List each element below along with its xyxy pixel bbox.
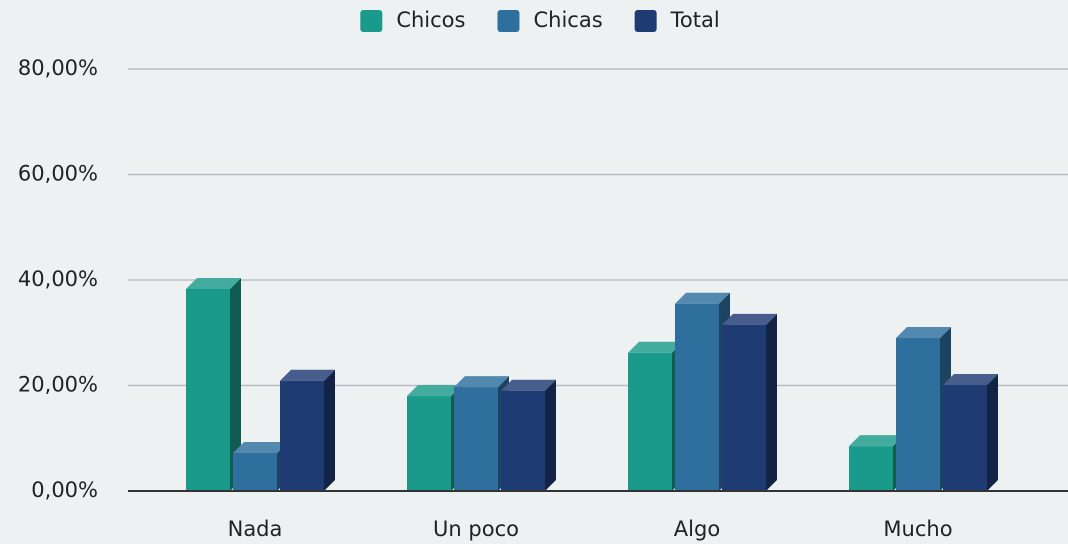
bar-top (849, 435, 904, 447)
y-tick-label: 40,00% (18, 267, 98, 291)
bar (943, 384, 987, 491)
bar-side (987, 373, 998, 491)
bar (849, 446, 893, 491)
bar-top (896, 327, 951, 339)
bar (454, 387, 498, 491)
bar (407, 396, 451, 491)
bar (280, 380, 324, 491)
x-tick-label: Nada (228, 517, 283, 541)
bar-side (766, 313, 777, 491)
bar (722, 324, 766, 491)
bar-top (280, 369, 335, 381)
bar (186, 288, 230, 491)
bar-side (324, 369, 335, 491)
legend-label: Chicos (396, 8, 465, 32)
bar (896, 338, 940, 491)
legend-label: Total (670, 8, 720, 32)
bar-top (675, 292, 730, 304)
bar (675, 303, 719, 491)
x-tick-label: Un poco (433, 517, 519, 541)
y-tick-label: 20,00% (18, 373, 98, 397)
bar-top (407, 385, 462, 397)
bar-top (233, 442, 288, 454)
x-tick-label: Algo (674, 517, 720, 541)
bar (501, 390, 545, 491)
bar-side (545, 379, 556, 491)
bar (628, 352, 672, 491)
bar (233, 453, 277, 491)
legend-swatch (634, 10, 657, 32)
y-tick-label: 80,00% (18, 56, 98, 80)
bar-top (628, 341, 683, 353)
legend-swatch (497, 10, 520, 32)
bar-top (501, 379, 556, 391)
bar-top (943, 373, 998, 385)
bar-top (186, 277, 241, 289)
y-tick-label: 60,00% (18, 162, 98, 186)
legend-label: Chicas (533, 8, 602, 32)
x-tick-label: Mucho (883, 517, 952, 541)
legend-swatch (360, 10, 383, 32)
bar-top (454, 376, 509, 388)
bar-top (722, 313, 777, 325)
bar-side (230, 277, 241, 491)
y-tick-label: 0,00% (31, 478, 98, 502)
